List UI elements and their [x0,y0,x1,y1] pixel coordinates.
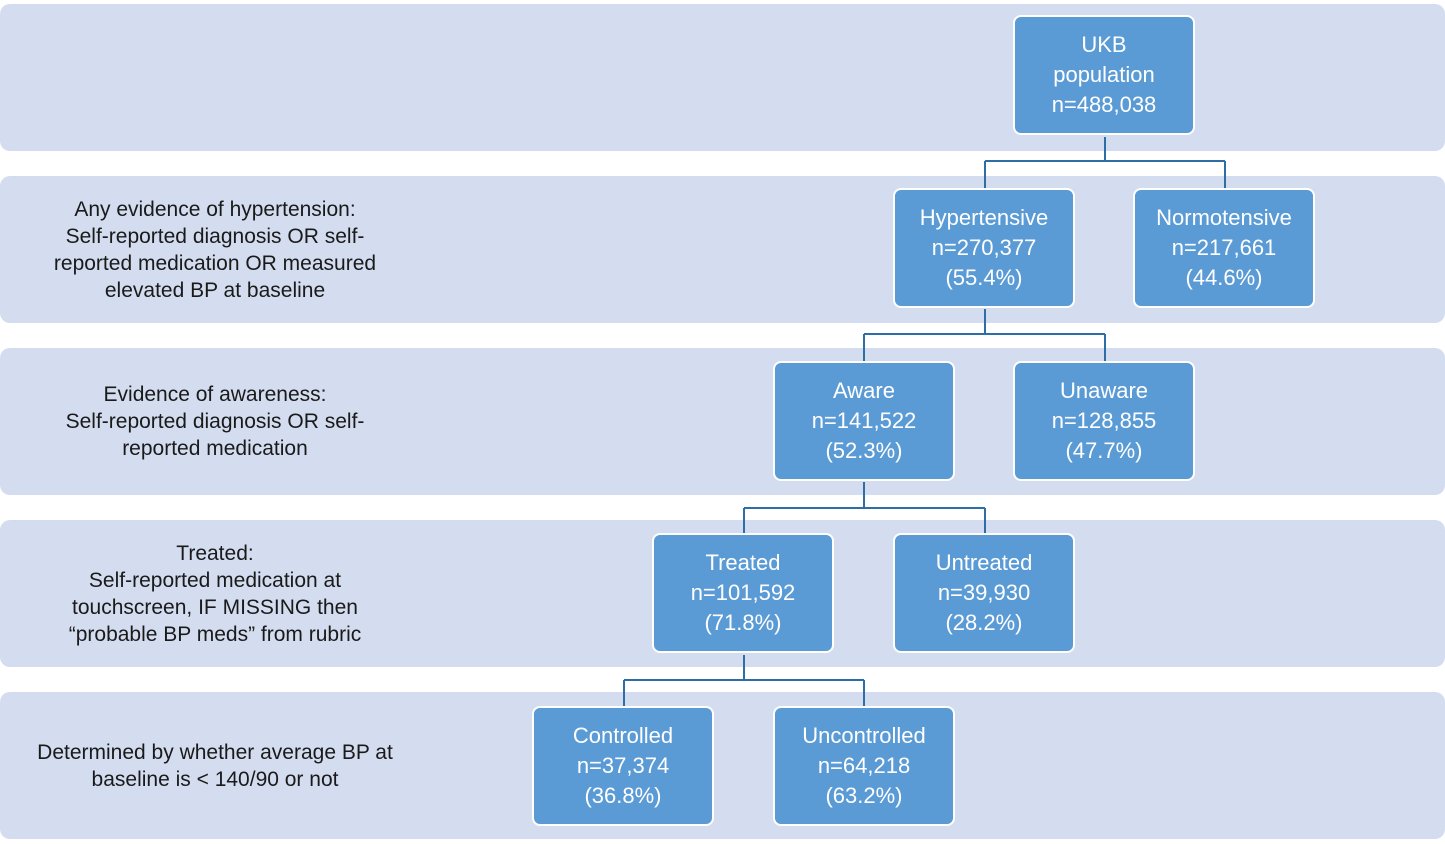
node-line: (71.8%) [704,610,782,635]
node-line: (63.2%) [825,783,903,808]
node-line: n=37,374 [576,753,670,778]
band-label-line: baseline is < 140/90 or not [91,767,339,791]
node-line: Untreated [935,550,1033,575]
node-uncontrolled: Uncontrolled n=64,218 (63.2%) [773,706,955,826]
node-line: n=270,377 [931,235,1037,260]
node-line: (55.4%) [945,265,1023,290]
node-line: (28.2%) [945,610,1023,635]
band-label-awareness: Evidence of awareness: Self-reported dia… [0,348,430,495]
node-line: UKB [1081,32,1127,57]
node-line: Normotensive [1156,205,1292,230]
band-label-population [0,4,430,151]
band-label-line: Self-reported diagnosis OR self- [65,224,365,248]
node-line: Treated [705,550,781,575]
band-label-treated: Treated: Self-reported medication at tou… [0,520,430,667]
band-label-line: Self-reported medication at [88,568,342,592]
node-line: (52.3%) [825,438,903,463]
band-awareness: Evidence of awareness: Self-reported dia… [0,348,1445,495]
band-label-line: Self-reported diagnosis OR self- [65,410,365,433]
node-aware: Aware n=141,522 (52.3%) [773,361,955,481]
node-line: n=64,218 [817,753,911,778]
node-controlled: Controlled n=37,374 (36.8%) [532,706,714,826]
band-label-line: Evidence of awareness: [103,383,327,406]
band-label-line: reported medication [122,437,308,460]
node-line: n=217,661 [1171,235,1277,260]
node-line: (44.6%) [1185,265,1263,290]
node-line: n=128,855 [1051,408,1157,433]
node-line: Controlled [572,723,674,748]
node-normotensive: Normotensive n=217,661 (44.6%) [1133,188,1315,308]
band-label-control: Determined by whether average BP at base… [0,692,430,839]
band-label-line: reported medication OR measured [53,251,377,275]
node-line: population [1053,62,1155,87]
node-line: Uncontrolled [802,723,926,748]
node-line: n=39,930 [937,580,1031,605]
band-label-line: Treated: [176,541,254,565]
node-unaware: Unaware n=128,855 (47.7%) [1013,361,1195,481]
node-line: Aware [833,378,895,403]
node-treated: Treated n=101,592 (71.8%) [652,533,834,653]
node-line: (47.7%) [1065,438,1143,463]
band-label-line: Any evidence of hypertension: [74,197,356,221]
node-line: (36.8%) [584,783,662,808]
node-line: n=488,038 [1051,92,1157,117]
band-control: Determined by whether average BP at base… [0,692,1445,839]
band-label-line: Determined by whether average BP at [37,740,393,764]
band-label-hypertension: Any evidence of hypertension: Self-repor… [0,176,430,323]
node-line: n=141,522 [811,408,917,433]
node-ukb-population: UKB population n=488,038 [1013,15,1195,135]
band-label-line: “probable BP meds” from rubric [68,622,362,646]
node-untreated: Untreated n=39,930 (28.2%) [893,533,1075,653]
node-line: Hypertensive [919,205,1049,230]
band-label-line: elevated BP at baseline [104,278,326,302]
node-hypertensive: Hypertensive n=270,377 (55.4%) [893,188,1075,308]
band-population [0,4,1445,151]
node-line: n=101,592 [690,580,796,605]
node-line: Unaware [1059,378,1149,403]
band-label-line: touchscreen, IF MISSING then [72,595,358,619]
